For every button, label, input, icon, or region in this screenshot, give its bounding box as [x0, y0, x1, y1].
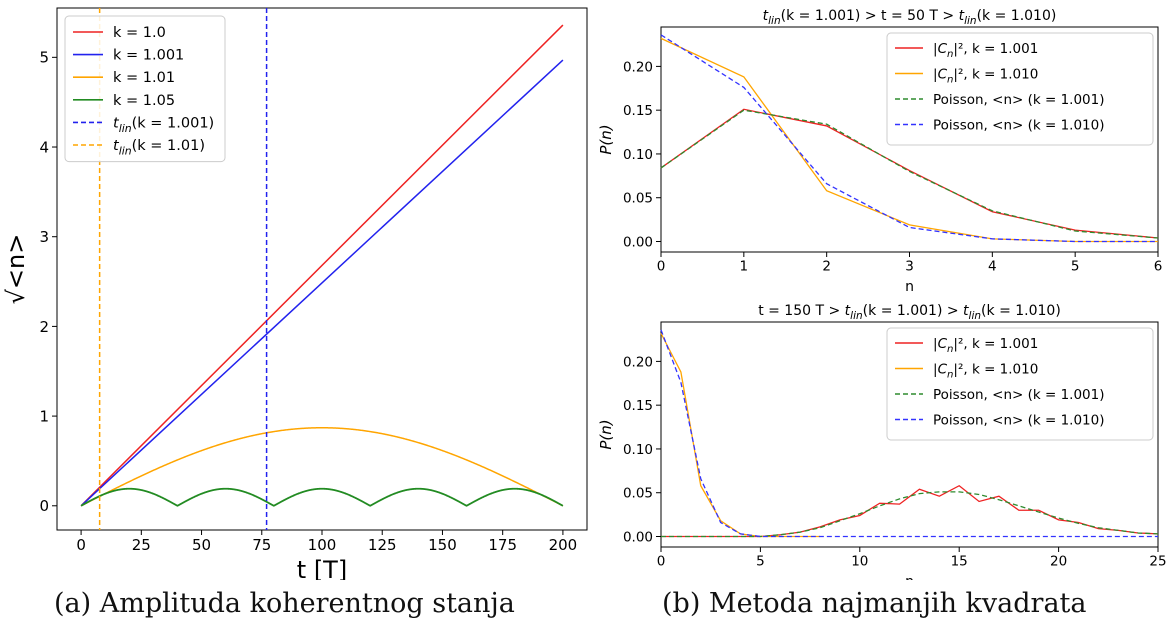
y-axis-label: P(n) — [597, 124, 615, 154]
y-tick-label: 4 — [39, 138, 49, 156]
series-line — [80, 427, 564, 507]
legend-label: tlin(k = 1.01) — [113, 138, 205, 157]
y-axis-label: P(n) — [597, 419, 615, 449]
series-line — [80, 59, 564, 507]
x-tick-label: 5 — [756, 554, 765, 570]
x-tick-label: 0 — [657, 259, 666, 275]
series-line — [80, 487, 564, 507]
x-tick-label: 100 — [308, 536, 337, 554]
x-tick-label: 75 — [252, 536, 271, 554]
y-tick-label: 0.00 — [623, 234, 653, 250]
x-tick-label: 15 — [951, 554, 968, 570]
legend-label: Poisson, <n> (k = 1.010) — [933, 413, 1105, 429]
legend-label: tlin(k = 1.001) — [113, 115, 214, 134]
panel-a-chart: 0 25 50 75 100 125 150 175 200 0 1 2 3 4 5 t [T] √<n> k =… — [2, 7, 588, 580]
y-tick-label: 0.15 — [623, 398, 653, 414]
y-tick-label: 0.20 — [623, 354, 653, 370]
x-tick-label: 50 — [192, 536, 211, 554]
legend-label: Poisson, <n> (k = 1.001) — [933, 92, 1105, 108]
legend-label: Poisson, <n> (k = 1.010) — [933, 118, 1105, 134]
x-tick-label: 20 — [1050, 554, 1067, 570]
x-axis-label: n — [905, 279, 914, 295]
legend-label: k = 1.01 — [113, 70, 175, 86]
legend-box — [886, 32, 1154, 146]
legend: |Cn|², k = 1.001 |Cn|², k = 1.010 Poisson,… — [886, 32, 1154, 146]
x-tick-label: 6 — [1154, 259, 1163, 275]
x-tick-label: 3 — [905, 259, 914, 275]
x-axis-label: t [T] — [297, 556, 347, 580]
caption-a: (a) Amplituda koherentnog stanja — [54, 588, 515, 619]
y-tick-label: 0.05 — [623, 191, 653, 207]
x-tick-label: 1 — [740, 259, 749, 275]
chart-title: t = 150 T > tlin(k = 1.001) > tlin(k = 1… — [758, 303, 1061, 322]
legend-label: k = 1.0 — [113, 25, 166, 41]
y-tick-label: 0.10 — [623, 147, 653, 163]
y-tick-label: 0 — [39, 497, 49, 515]
x-axis-label: n — [905, 574, 914, 580]
series-line — [660, 108, 1159, 239]
panel-b-bottom-chart: 0 5 10 15 20 25 0.00 0.05 0.10 0.15 0.20 t = 150 T … — [597, 303, 1167, 580]
y-tick-label: 3 — [39, 228, 49, 246]
x-tick-label: 10 — [851, 554, 868, 570]
x-tick-label: 5 — [1071, 259, 1080, 275]
legend-box — [64, 15, 226, 163]
series-line — [660, 37, 1158, 243]
series-group — [660, 329, 1159, 538]
y-tick-label: 2 — [39, 318, 49, 336]
x-tick-label: 125 — [368, 536, 397, 554]
y-tick-label: 0.10 — [623, 442, 653, 458]
legend: |Cn|², k = 1.001 |Cn|², k = 1.010 Poisson,… — [886, 327, 1154, 441]
legend-label: |Cn|², k = 1.010 — [933, 67, 1038, 86]
x-tick-label: 25 — [132, 536, 151, 554]
series-line — [660, 329, 1158, 538]
series-line — [80, 24, 564, 507]
x-tick-label: 0 — [76, 536, 86, 554]
legend-label: |Cn|², k = 1.001 — [933, 336, 1038, 355]
series-group — [80, 8, 564, 530]
x-tick-label: 0 — [657, 554, 666, 570]
y-tick-label: 0.00 — [623, 529, 653, 545]
legend-label: Poisson, <n> (k = 1.001) — [933, 387, 1105, 403]
series-line — [660, 333, 821, 538]
panel-b-top-chart: 0 1 2 3 4 5 6 0.00 0.05 0.10 0.15 0.20 tlin(k = 1.00… — [597, 8, 1162, 295]
x-tick-label: 200 — [549, 536, 578, 554]
series-line — [661, 491, 1159, 538]
legend: k = 1.0 k = 1.001 k = 1.01 k = 1.05 tlin(k =… — [64, 15, 226, 163]
y-tick-label: 0.15 — [623, 103, 653, 119]
series-line — [660, 109, 1159, 239]
x-tick-label: 4 — [988, 259, 997, 275]
series-line — [660, 34, 1158, 243]
y-tick-label: 0.05 — [623, 486, 653, 502]
caption-b: (b) Metoda najmanjih kvadrata — [662, 588, 1087, 619]
x-tick-label: 25 — [1149, 554, 1166, 570]
plot-frame — [660, 321, 1159, 548]
series-line — [661, 484, 1159, 538]
x-tick-label: 2 — [822, 259, 831, 275]
x-tick-label: 150 — [428, 536, 457, 554]
y-tick-label: 0.20 — [623, 59, 653, 75]
y-tick-label: 5 — [39, 49, 49, 67]
y-axis-label: √<n> — [2, 234, 30, 305]
chart-title: tlin(k = 1.001) > t = 50 T > tlin(k = 1.… — [763, 8, 1057, 27]
legend-label: k = 1.05 — [113, 93, 175, 109]
legend-box — [886, 327, 1154, 441]
series-group — [660, 34, 1159, 243]
legend-label: |Cn|², k = 1.010 — [933, 362, 1038, 381]
y-tick-label: 1 — [39, 407, 49, 425]
x-tick-label: 175 — [488, 536, 517, 554]
legend-label: |Cn|², k = 1.001 — [933, 41, 1038, 60]
legend-label: k = 1.001 — [113, 48, 184, 64]
